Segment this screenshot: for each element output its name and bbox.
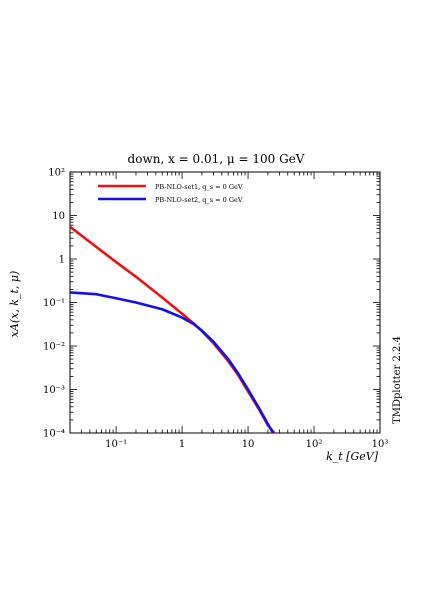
legend-label-1: PB-NLO-set1, q_s = 0 GeV [155,183,243,191]
x-tick-label: 1 [179,439,185,450]
tmdplotter-version-label: TMDplotter 2.2.4 [392,336,403,424]
legend-label-2: PB-NLO-set2, q_s = 0 GeV [155,196,243,204]
x-axis-label: k_t [GeV] [326,450,379,463]
y-axis-label: xA(x, k_t, μ) [8,271,21,338]
y-tick-label: 10⁻³ [43,385,65,396]
x-tick-label: 10³ [372,439,389,450]
series-line-1 [70,225,276,433]
y-tick-label: 10⁻² [43,342,65,353]
chart-title: down, x = 0.01, μ = 100 GeV [128,152,305,166]
x-tick-label: 10⁻¹ [105,439,127,450]
plot-area: 10⁻¹ 1 10 10² 10³ 10⁻⁴ 10⁻³ 10⁻² 10⁻¹ 1 10 10² PB-NL… [43,168,388,451]
y-tick-label: 1 [59,255,65,266]
y-tick-label: 10 [52,211,65,222]
x-tick-label: 10 [242,439,255,450]
x-tick-label: 10² [306,439,323,450]
y-tick-label: 10⁻⁴ [43,429,65,440]
series-line-2 [70,291,275,433]
plot-frame [69,171,381,434]
y-tick-label: 10² [48,168,65,179]
y-tick-label: 10⁻¹ [43,298,65,309]
